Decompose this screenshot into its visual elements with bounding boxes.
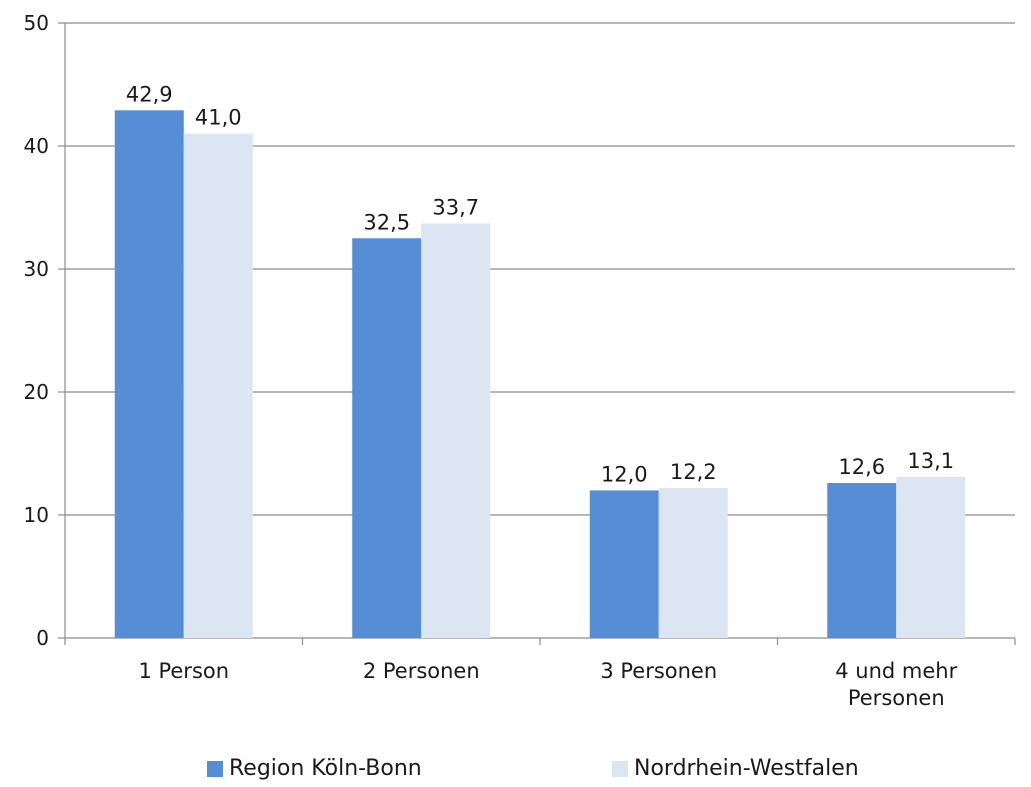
bar — [896, 476, 966, 638]
x-tick-label: 2 Personen — [363, 659, 480, 683]
y-tick-label: 0 — [36, 626, 49, 650]
x-tick-label: 1 Person — [138, 659, 229, 683]
legend: Region Köln-Bonn Nordrhein-Westfalen — [207, 756, 859, 781]
y-tick-label: 20 — [24, 380, 49, 404]
data-label: 33,7 — [432, 195, 479, 219]
bars — [114, 110, 966, 639]
bar — [658, 487, 728, 638]
data-label: 13,1 — [907, 449, 954, 473]
legend-swatch — [207, 761, 223, 777]
legend-label: Nordrhein-Westfalen — [634, 756, 859, 781]
data-label: 12,0 — [601, 462, 648, 486]
x-axis-labels: 1 Person 2 Personen 3 Personen 4 und mehr Pe… — [138, 659, 957, 710]
bar — [352, 238, 422, 638]
data-labels: 42,9 41,0 32,5 33,7 12,0 12,2 12,6 13,1 — [126, 82, 954, 486]
data-label: 12,6 — [838, 455, 885, 479]
data-label: 42,9 — [126, 82, 173, 106]
data-label: 41,0 — [195, 106, 242, 130]
bar — [114, 110, 184, 638]
bar — [183, 133, 253, 638]
legend-label: Region Köln-Bonn — [229, 756, 422, 781]
data-label: 12,2 — [670, 460, 717, 484]
y-tick-label: 10 — [24, 503, 49, 527]
legend-swatch — [612, 761, 628, 777]
data-label: 32,5 — [363, 210, 410, 234]
x-tick-label: 4 und mehr — [835, 659, 957, 683]
bar — [827, 483, 897, 638]
bar — [589, 490, 659, 638]
x-tick-label: Personen — [848, 686, 945, 710]
y-tick-label: 40 — [24, 134, 49, 158]
y-tick-label: 30 — [24, 257, 49, 281]
x-tick-label: 3 Personen — [600, 659, 717, 683]
bar — [421, 223, 491, 639]
y-tick-label: 50 — [24, 11, 49, 35]
